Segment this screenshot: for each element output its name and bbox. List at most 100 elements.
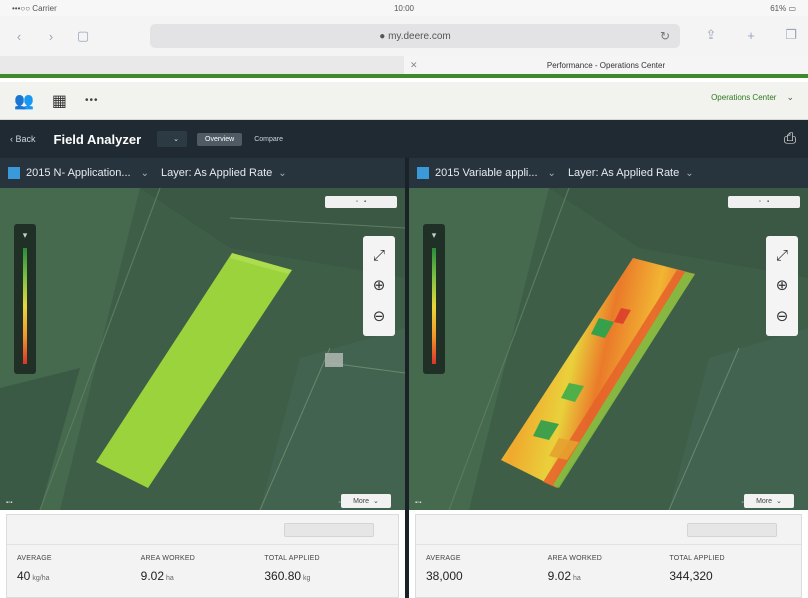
- chevron-down-icon: ⌄: [685, 167, 694, 179]
- satellite-icon: ▫: [355, 199, 358, 205]
- stat-unit: kg: [303, 575, 311, 582]
- satellite-map[interactable]: ▾ ▫ ▪ ⤢ ⊕ ⊖ ▪▫▪ ▫▫▫ More ⌄: [409, 188, 808, 510]
- legend-gradient: [23, 248, 27, 364]
- layer-color-swatch: [417, 167, 429, 179]
- stat-area-worked: AREA WORKED 9.02 ha: [548, 555, 670, 585]
- chevron-down-icon: ⌄: [140, 167, 149, 179]
- rate-legend: ▾: [14, 224, 36, 374]
- bookmarks-icon[interactable]: ▢: [76, 28, 90, 43]
- fullscreen-icon[interactable]: ⤢: [775, 246, 788, 264]
- address-bar[interactable]: ● my.deere.com ↻: [150, 24, 680, 48]
- stat-label: AVERAGE: [426, 555, 461, 562]
- reload-icon[interactable]: ↻: [659, 29, 670, 43]
- zoom-in-icon[interactable]: ⊕: [775, 277, 789, 295]
- browser-toolbar: ‹ › ▢ ● my.deere.com ↻ ⇪ + ❐: [0, 16, 808, 56]
- stat-value: 360.80: [264, 569, 302, 583]
- pin-icon: ▾: [22, 230, 28, 240]
- app-header: 👥 ▦ ••• Operations Center ⌄: [0, 82, 808, 120]
- more-button-label: More: [353, 497, 370, 505]
- print-icon[interactable]: ⎙: [783, 130, 796, 147]
- stats-action-button[interactable]: [687, 523, 777, 537]
- back-label: Back: [15, 134, 36, 144]
- tab-compare[interactable]: Compare: [254, 135, 284, 143]
- team-icon[interactable]: 👥: [14, 92, 34, 110]
- stat-value: 9.02: [547, 569, 572, 583]
- stat-total-applied: TOTAL APPLIED 360.80 kg: [264, 555, 388, 585]
- browser-tab-1[interactable]: [0, 56, 404, 74]
- back-arrow-icon[interactable]: ‹: [16, 28, 22, 44]
- more-menu-button[interactable]: •••: [85, 95, 99, 106]
- chevron-down-icon: ⌄: [373, 498, 379, 505]
- zoom-out-icon[interactable]: ⊖: [372, 308, 386, 326]
- stat-label: AREA WORKED: [140, 555, 195, 562]
- forward-arrow-icon[interactable]: ›: [48, 28, 54, 44]
- satellite-imagery: [0, 188, 405, 510]
- stat-label: TOTAL APPLIED: [264, 555, 320, 562]
- satellite-icon: ▫: [758, 199, 761, 205]
- fullscreen-icon[interactable]: ⤢: [372, 246, 385, 264]
- applied-field-uniform: [96, 253, 292, 488]
- battery-indicator: 61% ▭: [770, 3, 796, 13]
- stat-area-worked: AREA WORKED 9.02 ha: [141, 555, 265, 585]
- back-button[interactable]: ‹ Back: [10, 134, 36, 144]
- more-button-label: More: [756, 497, 773, 505]
- field-grid-icon[interactable]: ▦: [51, 92, 68, 110]
- tab-2-label: Performance - Operations Center: [546, 60, 666, 70]
- carrier-label: •••○○ Carrier: [12, 3, 57, 13]
- close-icon[interactable]: ✕: [410, 59, 418, 70]
- layer-color-swatch: [8, 167, 20, 179]
- map-type-icon: ▪: [767, 199, 770, 205]
- stat-value: 344,320: [669, 569, 713, 583]
- google-logo-icon: ▪▫▪: [415, 500, 422, 506]
- operation-name[interactable]: 2015 Variable appli...: [435, 167, 538, 179]
- stat-total-applied: TOTAL APPLIED 344,320: [669, 555, 791, 585]
- browser-tab-2[interactable]: ✕ Performance - Operations Center: [404, 56, 808, 74]
- satellite-imagery: [409, 188, 808, 510]
- tab-overview[interactable]: Overview: [197, 132, 243, 146]
- stat-label: AVERAGE: [17, 555, 52, 562]
- map-panel-left: 2015 N- Application... ⌄ Layer: As Appli…: [0, 158, 405, 598]
- organization-selector[interactable]: Operations Center ⌄: [711, 92, 794, 103]
- satellite-map[interactable]: ▾ ▫ ▪ ⤢ ⊕ ⊖ ▪▫▪ ▫▫▫ More ⌄: [0, 188, 405, 510]
- map-layer-badge[interactable]: ▫ ▪: [325, 196, 397, 208]
- layer-type-label[interactable]: Layer: As Applied Rate: [160, 167, 273, 179]
- stats-action-button[interactable]: [284, 523, 374, 537]
- rate-legend: ▾: [423, 224, 445, 374]
- stats-panel: AVERAGE 38,000 AREA WORKED 9.02 ha TOTAL …: [415, 514, 802, 598]
- clock: 10:00: [393, 3, 415, 13]
- stat-unit: ha: [573, 575, 581, 582]
- stat-average: AVERAGE 40 kg/ha: [17, 555, 141, 585]
- stats-row: AVERAGE 40 kg/ha AREA WORKED 9.02 ha TOTAL…: [7, 545, 398, 585]
- stat-unit: ha: [166, 575, 174, 582]
- browser-tab-strip: ✕ Performance - Operations Center: [0, 56, 808, 78]
- more-button[interactable]: More ⌄: [341, 494, 391, 508]
- layer-type-label[interactable]: Layer: As Applied Rate: [567, 167, 680, 179]
- zoom-in-icon[interactable]: ⊕: [372, 277, 386, 295]
- new-tab-icon[interactable]: +: [747, 27, 755, 43]
- stat-value: 38,000: [426, 569, 463, 583]
- stat-unit: kg/ha: [32, 575, 50, 582]
- stats-panel: AVERAGE 40 kg/ha AREA WORKED 9.02 ha TOTAL…: [6, 514, 399, 598]
- organization-label: Operations Center: [711, 93, 777, 102]
- google-logo-icon: ▪▫▪: [6, 500, 13, 506]
- map-controls: ⤢ ⊕ ⊖: [363, 236, 395, 336]
- zoom-out-icon[interactable]: ⊖: [775, 308, 789, 326]
- stats-header: [416, 515, 801, 545]
- stat-value: 9.02: [140, 569, 165, 583]
- stats-row: AVERAGE 38,000 AREA WORKED 9.02 ha TOTAL …: [416, 545, 801, 585]
- field-selector[interactable]: ⌄: [157, 131, 188, 147]
- chevron-down-icon: ⌄: [776, 498, 782, 505]
- more-button[interactable]: More ⌄: [744, 494, 794, 508]
- chevron-down-icon: ⌄: [173, 136, 180, 143]
- field-analyzer-bar: ‹ Back Field Analyzer ⌄ Overview Compare…: [0, 120, 808, 158]
- map-layer-badge[interactable]: ▫ ▪: [728, 196, 800, 208]
- layer-selector-bar[interactable]: 2015 N- Application... ⌄ Layer: As Appli…: [0, 158, 405, 188]
- share-icon[interactable]: ⇪: [705, 27, 717, 42]
- status-bar: •••○○ Carrier 10:00 61% ▭: [0, 0, 808, 16]
- panel-divider: [405, 158, 409, 598]
- stat-label: TOTAL APPLIED: [669, 555, 725, 562]
- tabs-overview-icon[interactable]: ❐: [785, 27, 797, 42]
- layer-selector-bar[interactable]: 2015 Variable appli... ⌄ Layer: As Appli…: [409, 158, 808, 188]
- map-type-icon: ▪: [364, 199, 367, 205]
- operation-name[interactable]: 2015 N- Application...: [26, 167, 131, 179]
